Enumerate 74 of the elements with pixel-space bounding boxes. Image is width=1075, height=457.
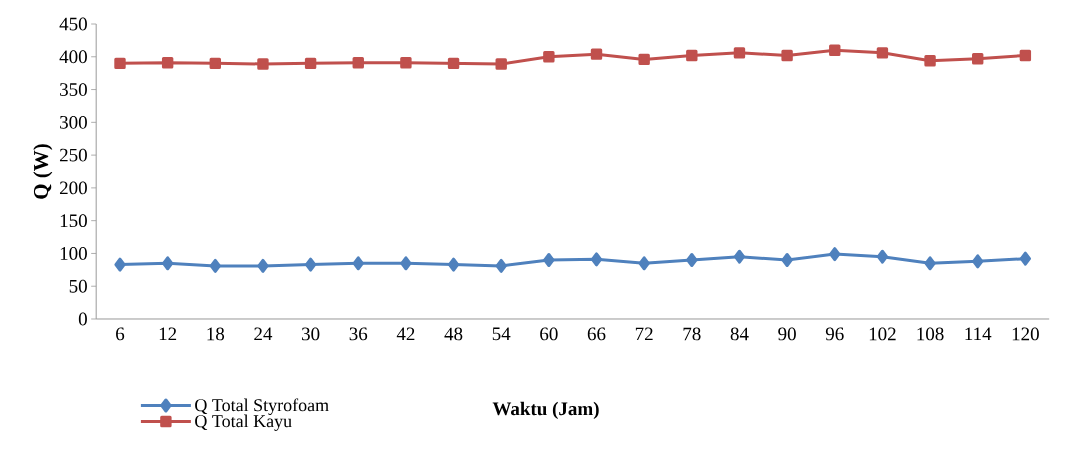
x-tick-label: 120 — [1012, 327, 1039, 341]
x-tick-label: 36 — [349, 327, 368, 341]
y-tick-label: 150 — [60, 214, 87, 228]
point — [733, 47, 746, 59]
x-tick-label: 114 — [965, 327, 992, 341]
point — [924, 256, 936, 271]
x-tick-label: 72 — [635, 327, 653, 341]
x-tick-label: 60 — [540, 327, 558, 341]
y-tick-label: 200 — [59, 181, 87, 195]
legend-label: Q Total Kayu — [195, 414, 292, 431]
x-tick-label: 84 — [730, 327, 749, 341]
point — [352, 256, 364, 271]
point — [257, 258, 269, 273]
point — [447, 57, 460, 70]
point — [304, 57, 317, 70]
point — [304, 257, 317, 272]
point — [876, 47, 889, 59]
x-tick-label: 102 — [869, 327, 896, 341]
point — [114, 57, 126, 70]
x-tick-label: 90 — [778, 327, 796, 341]
point — [400, 256, 412, 271]
y-tick-label: 450 — [59, 17, 87, 31]
x-tick-label: 96 — [825, 327, 844, 341]
point — [733, 249, 746, 264]
point — [972, 254, 984, 269]
point — [590, 252, 603, 267]
y-tick-label: 50 — [69, 279, 87, 293]
x-tick-label: 66 — [587, 327, 606, 341]
y-tick-label: 300 — [60, 115, 87, 129]
x-tick-label: 54 — [492, 327, 511, 341]
point — [161, 56, 174, 69]
x-axis-title: Waktu (Jam) — [492, 401, 599, 420]
point — [495, 258, 507, 273]
point — [495, 58, 507, 70]
y-axis-title: Q (W) — [33, 144, 53, 199]
point — [209, 57, 221, 70]
point — [686, 253, 698, 267]
x-tick-label: 78 — [683, 327, 701, 341]
point — [352, 56, 364, 69]
point — [543, 51, 555, 63]
point — [400, 56, 412, 69]
point — [781, 49, 793, 62]
legend-label: Q Total Styrofoam — [195, 398, 329, 415]
point — [590, 48, 603, 60]
x-tick-label: 42 — [396, 327, 415, 341]
point — [162, 256, 174, 271]
point — [638, 256, 650, 271]
point — [114, 257, 126, 272]
x-tick-label: 24 — [254, 327, 273, 341]
y-tick-label: 0 — [78, 312, 87, 326]
point — [781, 253, 793, 267]
x-tick-label: 108 — [917, 327, 944, 341]
point — [209, 258, 221, 273]
x-tick-label: 18 — [207, 327, 225, 341]
point — [829, 247, 841, 262]
point — [972, 53, 984, 65]
x-tick-label: 6 — [116, 327, 125, 341]
y-tick-label: 250 — [59, 148, 87, 162]
x-tick-label: 12 — [159, 327, 177, 341]
point — [638, 53, 650, 66]
point — [1019, 251, 1031, 266]
y-tick-label: 350 — [60, 83, 87, 96]
point — [447, 257, 460, 272]
point — [543, 253, 555, 267]
point — [257, 58, 269, 70]
y-tick-label: 400 — [59, 50, 87, 64]
point — [1019, 49, 1032, 62]
x-tick-label: 48 — [444, 327, 463, 341]
y-tick-label: 100 — [60, 247, 87, 260]
point — [829, 44, 841, 56]
point — [924, 55, 936, 67]
x-tick-label: 30 — [302, 327, 320, 341]
point — [686, 49, 698, 62]
point — [876, 249, 889, 264]
